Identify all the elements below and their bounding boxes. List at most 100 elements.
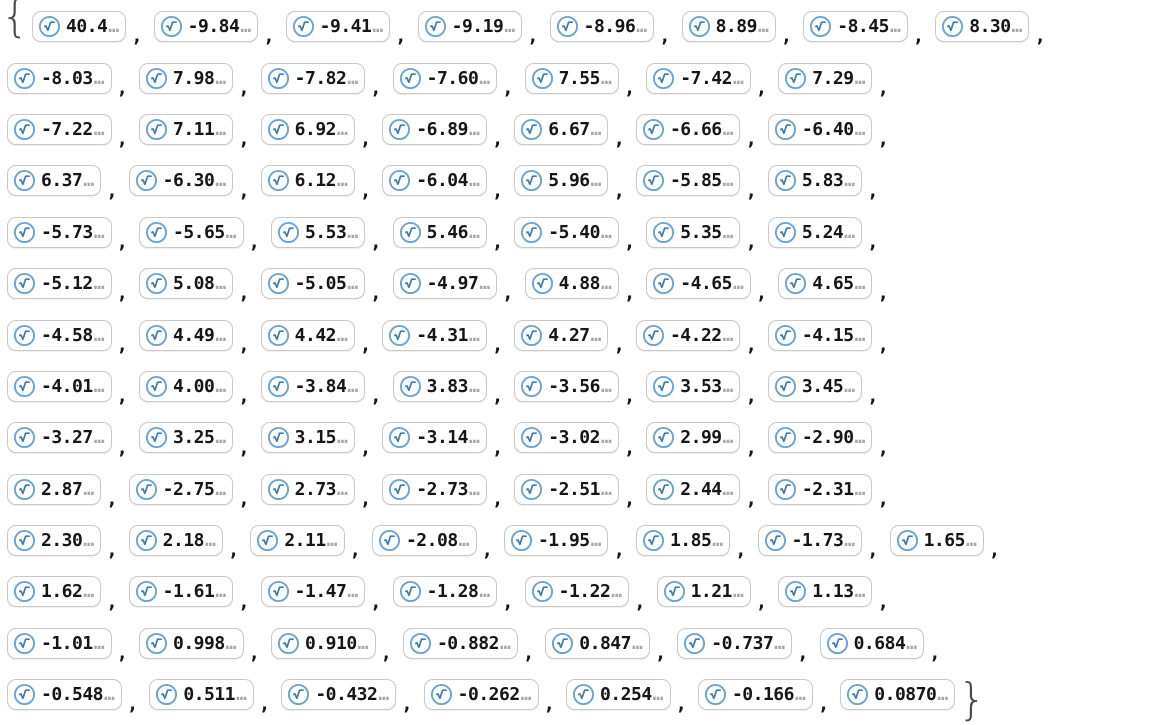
root-number-box[interactable]: -0.882…: [402, 627, 518, 659]
root-number-box[interactable]: -2.90…: [767, 422, 873, 454]
root-number-box[interactable]: 7.11…: [138, 113, 234, 145]
root-number-box[interactable]: -5.65…: [138, 216, 244, 248]
root-number-box[interactable]: 3.83…: [392, 370, 487, 402]
root-number-box[interactable]: -3.14…: [382, 422, 487, 454]
root-number-box[interactable]: -7.60…: [392, 62, 498, 94]
root-number-box[interactable]: 5.96…: [514, 165, 609, 197]
root-number-box[interactable]: -3.84…: [260, 370, 366, 402]
root-number-box[interactable]: 1.13…: [778, 576, 873, 608]
root-number-box[interactable]: -4.65…: [646, 268, 751, 300]
root-number-box[interactable]: 8.89…: [681, 11, 776, 43]
root-number-box[interactable]: 6.92…: [260, 113, 355, 145]
root-number-box[interactable]: 2.87…: [7, 473, 102, 505]
root-number-box[interactable]: -6.89…: [382, 113, 487, 145]
root-number-box[interactable]: 4.88…: [524, 268, 619, 300]
root-number-box[interactable]: -3.27…: [7, 422, 112, 454]
root-number-box[interactable]: 40.4…: [32, 11, 127, 43]
root-number-box[interactable]: -0.548…: [7, 679, 122, 711]
root-number-box[interactable]: -9.84…: [153, 11, 259, 43]
root-number-box[interactable]: 0.0870…: [840, 679, 956, 711]
root-number-box[interactable]: 0.910…: [270, 627, 376, 659]
root-number-box[interactable]: 3.15…: [260, 422, 355, 454]
root-number-box[interactable]: -1.73…: [757, 525, 863, 557]
root-number-box[interactable]: -7.42…: [646, 62, 751, 94]
root-number-box[interactable]: -3.56…: [514, 370, 619, 402]
root-number-box[interactable]: 7.98…: [138, 62, 234, 94]
root-number-box[interactable]: -4.22…: [635, 319, 741, 351]
root-number-box[interactable]: -5.85…: [635, 165, 741, 197]
root-number-box[interactable]: 0.847…: [545, 627, 650, 659]
root-number-box[interactable]: 5.83…: [767, 165, 863, 197]
root-number-box[interactable]: 8.30…: [935, 11, 1030, 43]
root-number-box[interactable]: -5.40…: [514, 216, 619, 248]
root-number-box[interactable]: 5.53…: [270, 216, 366, 248]
root-number-box[interactable]: 5.35…: [646, 216, 741, 248]
root-number-box[interactable]: 4.27…: [514, 319, 609, 351]
root-number-box[interactable]: -8.96…: [549, 11, 655, 43]
root-number-box[interactable]: 3.53…: [646, 370, 741, 402]
root-number-box[interactable]: 6.12…: [260, 165, 355, 197]
root-number-box[interactable]: 6.37…: [7, 165, 102, 197]
root-number-box[interactable]: -4.01…: [7, 370, 112, 402]
root-number-box[interactable]: -2.31…: [767, 473, 873, 505]
root-number-box[interactable]: 7.55…: [524, 62, 619, 94]
root-number-box[interactable]: 1.21…: [656, 576, 751, 608]
root-number-box[interactable]: 4.00…: [138, 370, 234, 402]
root-number-box[interactable]: -6.04…: [382, 165, 487, 197]
root-number-box[interactable]: -8.45…: [803, 11, 908, 43]
root-number-box[interactable]: -1.47…: [260, 576, 366, 608]
root-number-box[interactable]: -1.22…: [524, 576, 630, 608]
root-number-box[interactable]: -3.02…: [514, 422, 619, 454]
root-number-box[interactable]: -5.12…: [7, 268, 112, 300]
root-number-box[interactable]: 6.67…: [514, 113, 609, 145]
root-number-box[interactable]: -0.432…: [281, 679, 397, 711]
root-number-box[interactable]: -2.73…: [382, 473, 487, 505]
root-number-box[interactable]: -1.61…: [128, 576, 234, 608]
root-number-box[interactable]: -9.41…: [285, 11, 391, 43]
root-number-box[interactable]: -9.19…: [417, 11, 523, 43]
root-number-box[interactable]: -7.22…: [7, 113, 112, 145]
root-number-box[interactable]: -2.75…: [128, 473, 234, 505]
root-number-box[interactable]: 3.25…: [138, 422, 234, 454]
root-number-box[interactable]: -5.05…: [260, 268, 366, 300]
root-number-box[interactable]: 4.49…: [138, 319, 234, 351]
root-number-box[interactable]: 0.511…: [149, 679, 254, 711]
root-number-box[interactable]: 1.65…: [889, 525, 984, 557]
root-number-box[interactable]: -1.28…: [392, 576, 498, 608]
root-number-box[interactable]: -1.01…: [7, 627, 112, 659]
root-number-box[interactable]: -6.40…: [767, 113, 873, 145]
root-number-box[interactable]: 5.08…: [138, 268, 234, 300]
root-number-box[interactable]: 5.24…: [767, 216, 863, 248]
root-number-box[interactable]: 4.42…: [260, 319, 355, 351]
root-number-box[interactable]: 0.684…: [819, 627, 925, 659]
root-number-box[interactable]: -4.15…: [767, 319, 873, 351]
root-number-box[interactable]: -4.58…: [7, 319, 112, 351]
root-number-box[interactable]: 2.11…: [250, 525, 345, 557]
root-number-box[interactable]: -5.73…: [7, 216, 112, 248]
root-number-box[interactable]: -2.51…: [514, 473, 619, 505]
root-number-box[interactable]: 1.62…: [7, 576, 102, 608]
root-number-box[interactable]: 2.30…: [7, 525, 102, 557]
root-number-box[interactable]: 3.45…: [767, 370, 863, 402]
root-number-box[interactable]: -0.166…: [697, 679, 813, 711]
root-number-box[interactable]: -8.03…: [7, 62, 112, 94]
root-number-box[interactable]: 2.99…: [646, 422, 741, 454]
root-number-box[interactable]: -0.262…: [423, 679, 539, 711]
root-number-box[interactable]: 7.29…: [778, 62, 873, 94]
root-number-box[interactable]: -2.08…: [371, 525, 477, 557]
root-number-box[interactable]: 1.85…: [635, 525, 731, 557]
root-number-box[interactable]: -4.31…: [382, 319, 487, 351]
root-number-box[interactable]: 2.44…: [646, 473, 741, 505]
root-number-box[interactable]: -6.66…: [635, 113, 741, 145]
root-number-box[interactable]: 0.998…: [138, 627, 244, 659]
root-number-box[interactable]: -7.82…: [260, 62, 366, 94]
root-number-box[interactable]: 2.73…: [260, 473, 355, 505]
root-number-box[interactable]: 5.46…: [392, 216, 487, 248]
root-number-box[interactable]: 4.65…: [778, 268, 873, 300]
root-number-box[interactable]: -0.737…: [677, 627, 793, 659]
root-number-box[interactable]: 0.254…: [565, 679, 671, 711]
root-number-box[interactable]: -4.97…: [392, 268, 498, 300]
root-number-box[interactable]: -1.95…: [503, 525, 609, 557]
root-number-box[interactable]: 2.18…: [128, 525, 223, 557]
root-number-box[interactable]: -6.30…: [128, 165, 234, 197]
